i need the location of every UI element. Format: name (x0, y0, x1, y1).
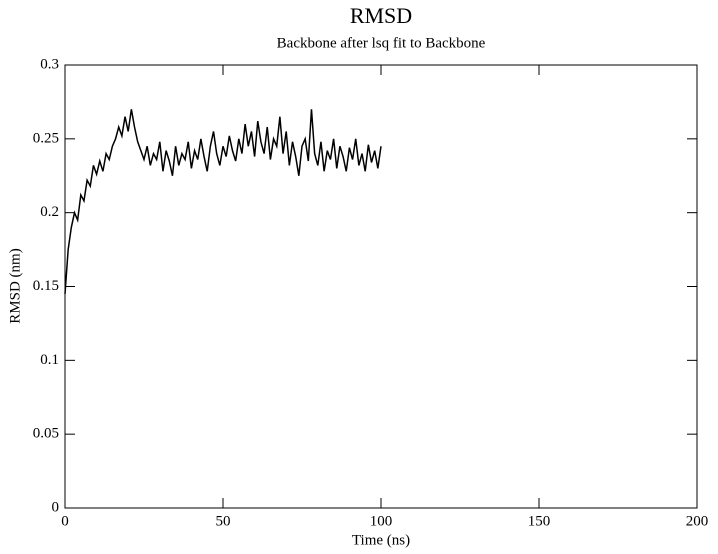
y-tick-label: 0.3 (40, 56, 59, 72)
chart-title: RMSD (350, 3, 412, 28)
x-tick-label: 150 (528, 513, 551, 529)
y-tick-label: 0.1 (40, 352, 59, 368)
x-tick-label: 50 (216, 513, 231, 529)
y-tick-label: 0 (52, 499, 60, 515)
y-tick-label: 0.05 (33, 426, 59, 442)
chart-subtitle: Backbone after lsq fit to Backbone (277, 35, 486, 51)
x-axis-label: Time (ns) (352, 532, 410, 548)
x-tick-label: 200 (686, 513, 709, 529)
x-tick-label: 100 (370, 513, 393, 529)
plot-frame (64, 64, 698, 509)
x-tick-label: 0 (61, 513, 69, 529)
data-line (64, 109, 382, 294)
y-axis-label: RMSD (nm) (7, 248, 23, 323)
y-tick-label: 0.15 (33, 278, 59, 294)
y-tick-label: 0.2 (40, 204, 59, 220)
y-tick-label: 0.25 (33, 130, 59, 146)
